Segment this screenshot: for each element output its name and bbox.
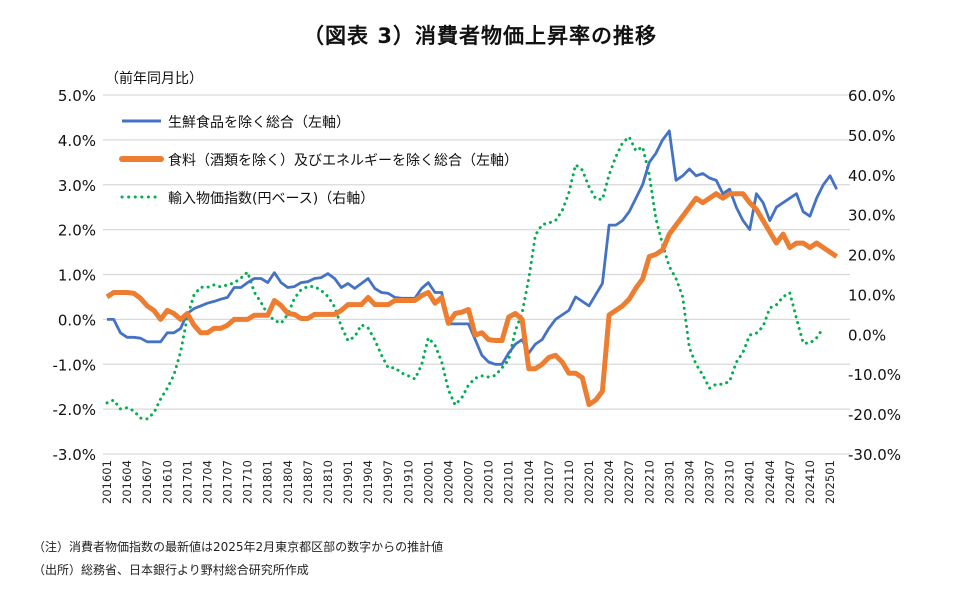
x-tick-label: 202304 bbox=[682, 460, 696, 504]
y-left-tick-label: 2.0% bbox=[58, 222, 96, 240]
x-axis: 201601 201604 201607 201610 201701 201704 2017… bbox=[100, 460, 837, 504]
y-left-tick-label: 1.0% bbox=[58, 267, 96, 285]
y-right-tick-label: -10.0% bbox=[848, 366, 901, 384]
x-tick-label: 202301 bbox=[662, 460, 676, 504]
x-tick-label: 202010 bbox=[482, 460, 496, 504]
x-tick-label: 202407 bbox=[783, 460, 797, 504]
y-right-tick-label: 10.0% bbox=[848, 286, 896, 304]
y-axis-left: 5.0% 4.0% 3.0% 2.0% 1.0% 0.0% -1.0% -2.0% -3.0% bbox=[52, 87, 96, 464]
y-right-tick-label: -20.0% bbox=[848, 406, 901, 424]
y-axis-right: 60.0% 50.0% 40.0% 30.0% 20.0% 10.0% 0.0% -10.0%… bbox=[848, 87, 901, 464]
x-tick-label: 202004 bbox=[441, 460, 455, 504]
x-tick-label: 201710 bbox=[241, 460, 255, 504]
y-right-tick-label: 0.0% bbox=[848, 326, 886, 344]
x-tick-label: 202310 bbox=[723, 460, 737, 504]
footnote-note: （注）消費者物価指数の最新値は2025年2月東京都区部の数字からの推計値 bbox=[33, 540, 444, 554]
x-tick-label: 202007 bbox=[462, 460, 476, 504]
unit-label: （前年同月比） bbox=[105, 71, 203, 87]
y-right-tick-label: 60.0% bbox=[848, 87, 896, 105]
x-tick-label: 201807 bbox=[301, 460, 315, 504]
legend-label-0: 生鮮食品を除く総合（左軸） bbox=[168, 114, 350, 131]
y-left-tick-label: -3.0% bbox=[52, 446, 96, 464]
y-left-tick-label: 4.0% bbox=[58, 132, 96, 150]
y-right-tick-label: 40.0% bbox=[848, 167, 896, 185]
series-line-2 bbox=[105, 135, 825, 421]
x-tick-label: 202104 bbox=[522, 460, 536, 504]
x-tick-label: 201907 bbox=[381, 460, 395, 504]
x-tick-label: 202501 bbox=[823, 460, 837, 504]
x-tick-label: 202204 bbox=[602, 460, 616, 504]
x-tick-label: 202001 bbox=[421, 460, 435, 504]
y-right-tick-label: -30.0% bbox=[848, 446, 901, 464]
gridlines bbox=[103, 94, 850, 455]
y-right-tick-label: 30.0% bbox=[848, 207, 896, 225]
x-tick-label: 201701 bbox=[180, 460, 194, 504]
x-tick-label: 202207 bbox=[622, 460, 636, 504]
x-tick-label: 202107 bbox=[542, 460, 556, 504]
x-tick-label: 201901 bbox=[341, 460, 355, 504]
x-tick-label: 202101 bbox=[502, 460, 516, 504]
series-line-1 bbox=[105, 191, 839, 408]
y-right-tick-label: 50.0% bbox=[848, 127, 896, 145]
y-left-tick-label: 0.0% bbox=[58, 311, 96, 329]
x-tick-label: 201601 bbox=[100, 460, 114, 504]
x-tick-label: 202401 bbox=[743, 460, 757, 504]
legend: 生鮮食品を除く総合（左軸） 食料（酒類を除く）及びエネルギーを除く総合（左軸） 輸入… bbox=[119, 114, 518, 207]
x-tick-label: 201704 bbox=[200, 460, 214, 504]
x-tick-label: 202404 bbox=[763, 460, 777, 504]
y-right-tick-label: 20.0% bbox=[848, 247, 896, 265]
y-left-tick-label: 5.0% bbox=[58, 87, 96, 105]
x-tick-label: 201607 bbox=[140, 460, 154, 504]
x-tick-label: 202110 bbox=[562, 460, 576, 504]
footnote-source: （出所）総務省、日本銀行より野村総合研究所作成 bbox=[33, 563, 309, 577]
x-tick-label: 201801 bbox=[261, 460, 275, 504]
y-left-tick-label: 3.0% bbox=[58, 177, 96, 195]
x-tick-label: 202210 bbox=[642, 460, 656, 504]
x-tick-label: 201810 bbox=[321, 460, 335, 504]
x-tick-label: 201604 bbox=[120, 460, 134, 504]
chart-title: （図表 3）消費者物価上昇率の推移 bbox=[303, 24, 657, 48]
y-left-tick-label: -1.0% bbox=[52, 356, 96, 374]
x-tick-label: 201910 bbox=[401, 460, 415, 504]
x-tick-label: 201904 bbox=[361, 460, 375, 504]
legend-label-2: 輸入物価指数(円ベース)（右軸） bbox=[168, 191, 374, 207]
y-left-tick-label: -2.0% bbox=[52, 401, 96, 419]
x-tick-label: 202410 bbox=[803, 460, 817, 504]
series-lines bbox=[105, 129, 839, 421]
x-tick-label: 202201 bbox=[582, 460, 596, 504]
x-tick-label: 202307 bbox=[703, 460, 717, 504]
x-tick-label: 201707 bbox=[221, 460, 235, 504]
x-tick-label: 201804 bbox=[281, 460, 295, 504]
legend-label-1: 食料（酒類を除く）及びエネルギーを除く総合（左軸） bbox=[168, 152, 518, 169]
x-tick-label: 201610 bbox=[160, 460, 174, 504]
